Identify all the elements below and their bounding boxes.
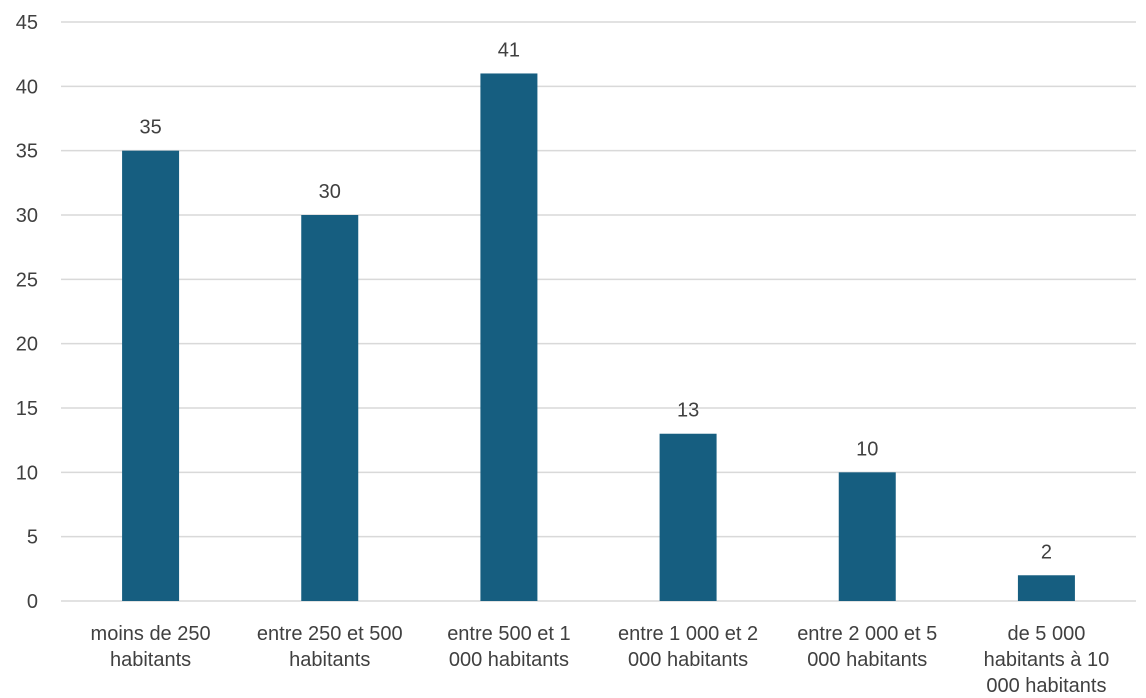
- category-label: moins de 250 habitants: [91, 623, 211, 671]
- category-label: entre 2 000 et 5 000 habitants: [797, 623, 937, 671]
- category-label-line: entre 2 000 et 5: [797, 623, 937, 645]
- category-label-line: entre 500 et 1: [447, 623, 570, 645]
- category-label: de 5 000 habitants à 10 000 habitants: [984, 623, 1110, 697]
- bar: [659, 433, 717, 601]
- bars: [122, 73, 1075, 601]
- data-labels: 35 30 41 13 10 2: [139, 39, 1052, 563]
- category-label: entre 250 et 500 habitants: [257, 623, 403, 671]
- y-tick-label: 35: [16, 141, 38, 163]
- category-label-line: moins de 250: [91, 623, 211, 645]
- category-label-line: 000 habitants: [449, 649, 569, 671]
- category-label: entre 1 000 et 2 000 habitants: [618, 623, 758, 671]
- y-tick-label: 30: [16, 205, 38, 227]
- y-tick-label: 0: [27, 591, 38, 613]
- category-label-line: 000 habitants: [986, 675, 1106, 697]
- category-label: entre 500 et 1 000 habitants: [447, 623, 570, 671]
- bar: [122, 150, 180, 601]
- gridlines: [61, 21, 1136, 602]
- y-tick-label: 45: [16, 12, 38, 34]
- bar: [838, 472, 896, 601]
- y-tick-label: 15: [16, 398, 38, 420]
- category-label-line: entre 250 et 500: [257, 623, 403, 645]
- category-label-line: entre 1 000 et 2: [618, 623, 758, 645]
- category-label-line: habitants: [110, 649, 191, 671]
- data-label: 35: [139, 117, 161, 139]
- bar: [301, 215, 359, 601]
- category-label-line: habitants à 10: [984, 649, 1110, 671]
- x-axis-categories: moins de 250 habitants entre 250 et 500 hab…: [91, 623, 1110, 697]
- y-tick-label: 25: [16, 269, 38, 291]
- bar: [1017, 575, 1075, 601]
- data-label: 10: [856, 438, 878, 460]
- y-tick-label: 5: [27, 527, 38, 549]
- y-tick-label: 40: [16, 76, 38, 98]
- data-label: 13: [677, 400, 699, 422]
- y-axis-ticks: 0 5 10 15 20 25 30 35 40 45: [16, 12, 38, 613]
- category-label-line: 000 habitants: [807, 649, 927, 671]
- category-label-line: de 5 000: [1007, 623, 1085, 645]
- y-tick-label: 20: [16, 334, 38, 356]
- data-label: 41: [498, 39, 520, 61]
- bar: [480, 73, 538, 601]
- category-label-line: habitants: [289, 649, 370, 671]
- y-tick-label: 10: [16, 462, 38, 484]
- data-label: 30: [319, 181, 341, 203]
- category-label-line: 000 habitants: [628, 649, 748, 671]
- data-label: 2: [1041, 541, 1052, 563]
